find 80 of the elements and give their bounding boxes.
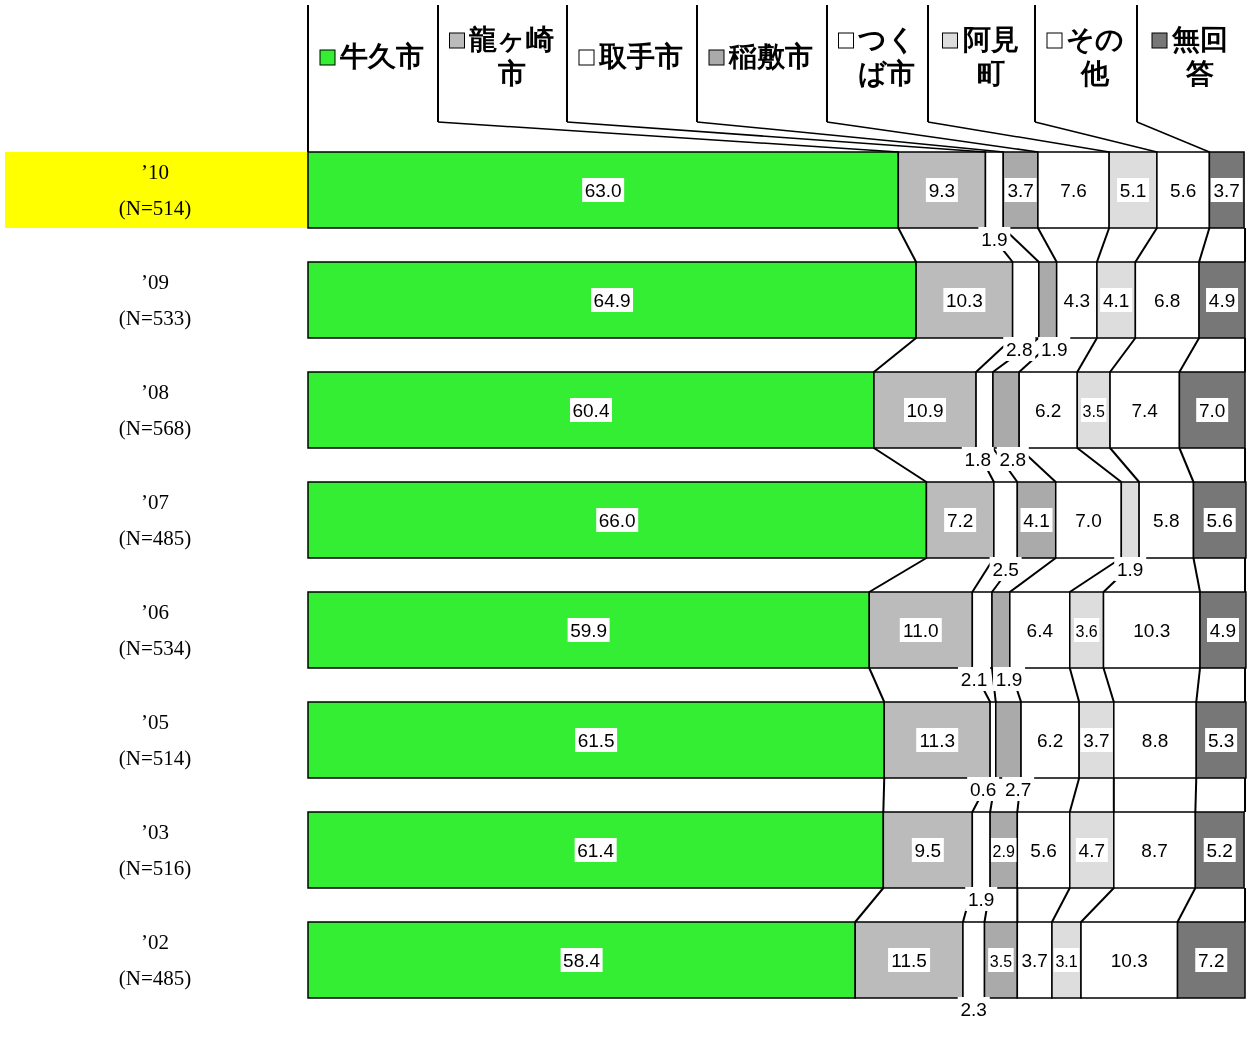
data-label: 3.7: [1213, 180, 1240, 201]
data-label: 2.8: [999, 449, 1026, 470]
legend-label: 阿見町: [962, 24, 1019, 89]
y-tick-label: ’10 (N=514): [118, 160, 192, 220]
data-label: 5.6: [1206, 510, 1233, 531]
data-label: 2.3: [960, 999, 987, 1020]
data-label: 4.1: [1023, 510, 1050, 531]
data-label: 2.5: [992, 559, 1019, 580]
data-label: 3.7: [1021, 950, 1048, 971]
data-label: 6.8: [1154, 290, 1181, 311]
data-label: 4.7: [1078, 840, 1106, 861]
data-label: 59.9: [570, 620, 608, 641]
data-label: 9.5: [914, 840, 942, 861]
legend-label: 龍ヶ崎市: [468, 24, 554, 89]
data-label: 6.2: [1035, 400, 1062, 421]
data-label: 4.1: [1102, 290, 1130, 311]
y-tick-label: ’09 (N=533): [118, 270, 192, 330]
legend-label: 取手市: [598, 41, 683, 72]
data-label: 6.4: [1026, 620, 1054, 641]
data-label: 61.4: [577, 840, 615, 861]
data-label: 3.7: [1083, 730, 1110, 751]
data-label: 1.8: [964, 449, 991, 470]
data-label: 1.9: [995, 669, 1023, 690]
data-label: 2.1: [960, 669, 988, 690]
data-label: 3.1: [1055, 953, 1078, 970]
data-label: 2.8: [1006, 339, 1033, 360]
data-label: 10.3: [1110, 950, 1148, 971]
data-label: 66.0: [598, 510, 636, 531]
data-label: 7.6: [1060, 180, 1087, 201]
data-label: 8.7: [1141, 840, 1168, 861]
data-label: 1.9: [968, 889, 995, 910]
y-tick-label: ’05 (N=514): [118, 710, 192, 770]
legend-label: 牛久市: [339, 41, 424, 72]
data-label: 1.9: [981, 229, 1008, 250]
data-label: 5.2: [1206, 840, 1233, 861]
data-label: 5.6: [1030, 840, 1057, 861]
data-label: 4.9: [1208, 290, 1236, 311]
data-label: 3.7: [1007, 180, 1034, 201]
data-label: 1.9: [1117, 559, 1144, 580]
data-label: 10.3: [945, 290, 983, 311]
y-tick-label: ’08 (N=568): [118, 380, 192, 440]
data-label: 2.9: [992, 843, 1015, 860]
data-label: 7.0: [1075, 510, 1102, 531]
data-label: 3.6: [1075, 623, 1098, 640]
data-label: 4.3: [1063, 290, 1091, 311]
y-tick-label: ’07 (N=485): [118, 490, 192, 550]
data-label: 5.6: [1169, 180, 1197, 201]
data-label: 7.2: [1198, 950, 1225, 971]
data-label: 11.3: [919, 730, 955, 751]
data-label: 1.9: [1041, 339, 1068, 360]
y-tick-label: ’06 (N=534): [118, 600, 192, 660]
data-label: 3.5: [989, 953, 1013, 970]
data-label: 11.0: [903, 620, 939, 641]
data-label: 64.9: [593, 290, 631, 311]
data-label: 2.7: [1004, 779, 1032, 800]
data-label: 63.0: [584, 180, 622, 201]
data-label: 0.6: [969, 779, 997, 800]
data-label: 7.2: [946, 510, 974, 531]
data-label: 10.9: [906, 400, 944, 421]
data-label: 7.4: [1131, 400, 1159, 421]
data-label: 6.2: [1036, 730, 1064, 751]
data-label: 7.0: [1198, 400, 1226, 421]
data-label: 61.5: [577, 730, 615, 751]
data-label: 4.9: [1209, 620, 1237, 641]
data-label: 5.1: [1119, 180, 1147, 201]
y-tick-label: ’02 (N=485): [118, 930, 192, 990]
data-label: 58.4: [563, 950, 601, 971]
data-label: 9.3: [928, 180, 956, 201]
data-label: 60.4: [572, 400, 610, 421]
data-label: 3.5: [1082, 403, 1105, 420]
y-tick-label: ’03 (N=516): [118, 820, 192, 880]
data-label: 5.8: [1153, 510, 1180, 531]
data-label: 8.8: [1141, 730, 1169, 751]
legend-label: つくば市: [857, 24, 916, 89]
legend-label: 稲敷市: [728, 41, 813, 72]
legend-label: その他: [1066, 24, 1124, 89]
data-label: 10.3: [1133, 620, 1171, 641]
data-label: 11.5: [891, 950, 927, 971]
data-label: 5.3: [1207, 730, 1235, 751]
legend-label: 無回答: [1171, 24, 1228, 89]
